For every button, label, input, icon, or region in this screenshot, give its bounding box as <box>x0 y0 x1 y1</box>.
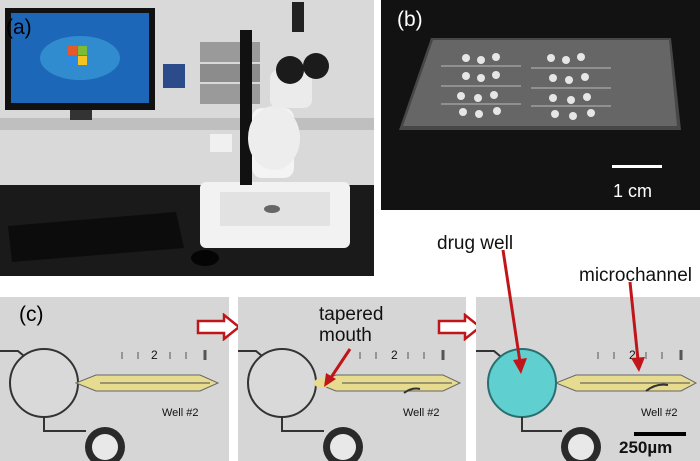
microscope-setup-image <box>0 0 374 276</box>
microchannel-frame-1 <box>0 297 229 461</box>
microchannel-annotation: microchannel <box>579 265 692 286</box>
panel-c-frame-1: 2 Well #2 (c) <box>0 297 229 461</box>
panel-b-photo: (b) 1 cm <box>381 0 700 210</box>
frame-2-well-text: Well #2 <box>403 407 440 419</box>
frame-3-well-text: Well #2 <box>641 407 678 419</box>
tapered-mouth-annotation: tapered mouth <box>319 304 384 346</box>
sequence-arrow-1 <box>196 313 241 341</box>
drug-well-annotation: drug well <box>437 233 514 254</box>
microchannel-frame-2 <box>238 297 466 461</box>
frame-1-tick-number: 2 <box>151 348 158 362</box>
panel-b-scale-label: 1 cm <box>613 181 653 201</box>
panel-c-frame-3: 2 Well #2 250µm <box>476 297 700 461</box>
frame-3-tick-number: 2 <box>629 348 636 362</box>
panel-a-label: (a) <box>6 16 32 39</box>
frame-2-tick-number: 2 <box>391 348 398 362</box>
chip-device-image <box>381 0 700 210</box>
panel-c-scale-label: 250µm <box>619 438 673 457</box>
sequence-arrow-2 <box>437 313 482 341</box>
panel-a-photo: (a) <box>0 0 374 276</box>
frame-1-well-text: Well #2 <box>162 407 199 419</box>
panel-c-label: (c) <box>19 303 44 326</box>
panel-c-frame-2: 2 Well #2 tapered mouth <box>238 297 466 461</box>
panel-b-label: (b) <box>397 8 423 31</box>
